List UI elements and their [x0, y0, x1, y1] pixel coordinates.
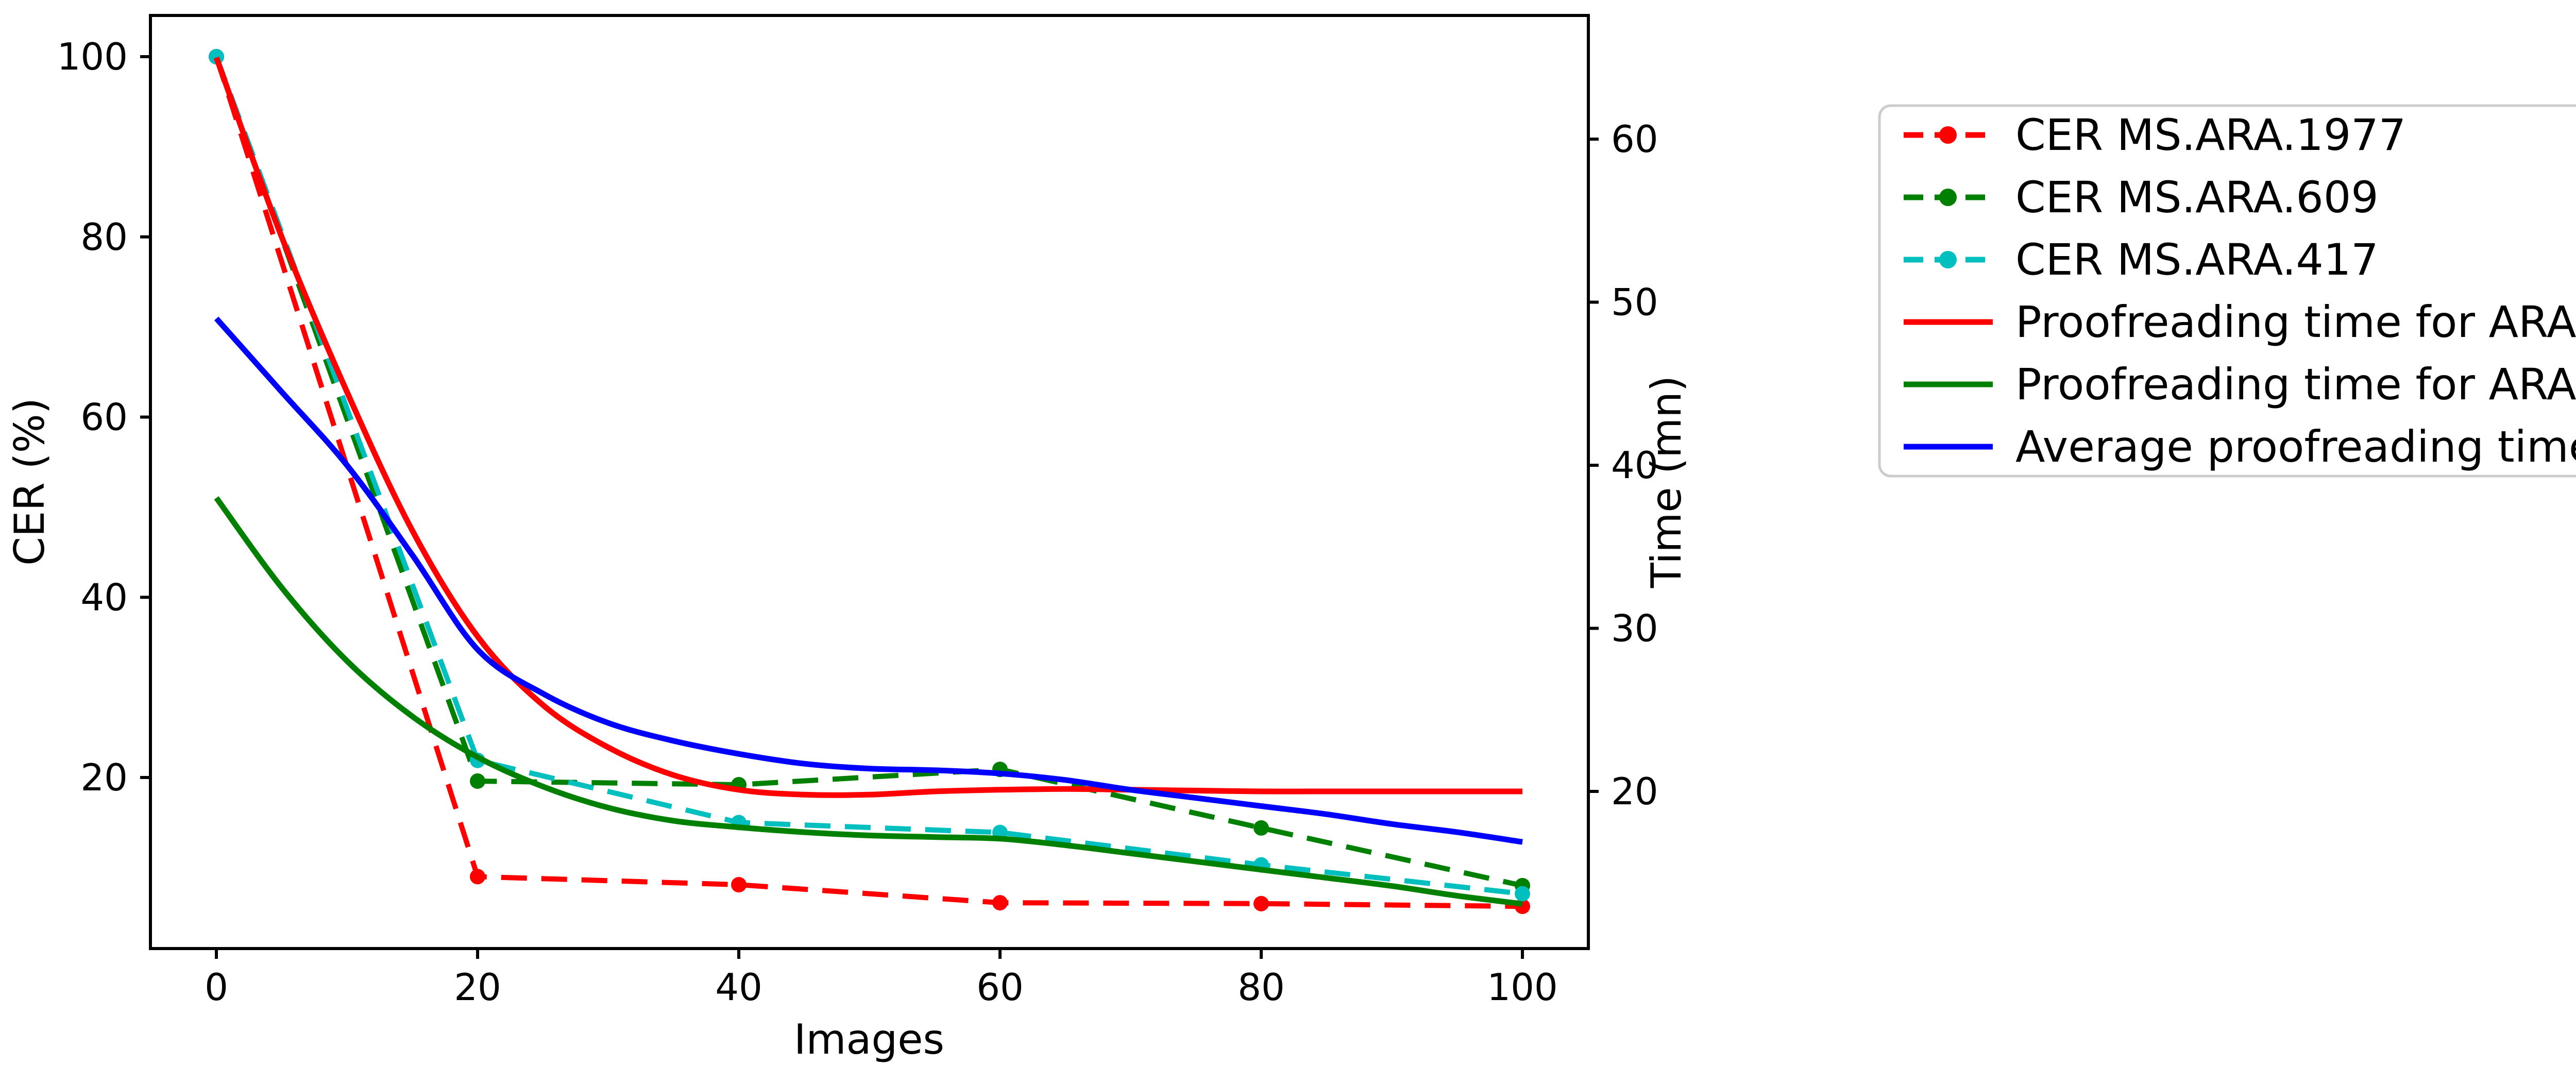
series-line-cer-ms-ara-1977: [214, 56, 1523, 909]
legend-sample-marker: [1939, 189, 1957, 206]
legend: CER MS.ARA.1977 CER MS.ARA.609 CER MS.ARA.…: [1878, 104, 2576, 478]
y-right-tick-label: 40: [1611, 444, 1658, 487]
series-line-cer-ms-ara-609: [214, 56, 1523, 888]
x-axis-tick-label: 100: [1487, 966, 1557, 1009]
y-left-tick-label: 100: [57, 35, 128, 78]
y-right-tick-label: 20: [1611, 770, 1658, 813]
legend-item: Proofreading time for ARA.609: [1904, 359, 2576, 410]
series-layer: [209, 49, 1530, 915]
y-right-tick-label: 30: [1611, 607, 1658, 650]
y-right-tick-label: 50: [1611, 281, 1658, 324]
x-axis-tick-label: 20: [454, 966, 501, 1009]
series-marker-cer-ms-ara-1977: [992, 895, 1008, 911]
series-marker-cer-ms-ara-1977: [470, 869, 485, 885]
legend-item: Proofreading time for ARA.1977: [1904, 297, 2576, 347]
legend-sample-marker: [1939, 126, 1957, 144]
legend-item-label: CER MS.ARA.609: [2015, 172, 2379, 223]
x-axis-label: Images: [794, 1016, 944, 1063]
legend-item: Average proofreading time: [1904, 421, 2576, 472]
ticks-layer: 0 20 40 60 80 100 20 40 60 80 100 20 30 40 50 60: [57, 35, 1658, 1009]
y-axis-label-left: CER (%): [6, 398, 54, 566]
x-axis-tick-label: 0: [205, 966, 228, 1009]
series-line-cer-ms-ara-417: [214, 56, 1523, 897]
y-left-tick-label: 80: [80, 215, 128, 259]
y-axis-label-right: Time (mn): [1642, 376, 1690, 588]
series-marker-cer-ms-ara-609: [470, 773, 485, 789]
x-axis-tick-label: 40: [715, 966, 762, 1009]
legend-box: [1878, 104, 2576, 478]
series-line-proofreading-time-for-ara-609: [214, 496, 1523, 907]
legend-item: CER MS.ARA.417: [1904, 234, 2379, 285]
series-line-average-proofreading-time: [214, 316, 1523, 845]
x-axis-tick-label: 80: [1238, 966, 1285, 1009]
legend-sample-marker: [1939, 251, 1957, 268]
legend-item-label: Proofreading time for ARA.609: [2015, 359, 2576, 410]
legend-item: CER MS.ARA.609: [1904, 172, 2379, 223]
series-line-proofreading-time-for-ara-1977: [213, 56, 1522, 798]
legend-item-label: CER MS.ARA.1977: [2015, 110, 2406, 160]
legend-item: CER MS.ARA.1977: [1904, 110, 2406, 160]
series-marker-cer-ms-ara-417: [1515, 886, 1530, 902]
legend-item-label: Proofreading time for ARA.1977: [2015, 297, 2576, 347]
series-marker-cer-ms-ara-609: [1253, 820, 1269, 836]
y-left-tick-label: 40: [80, 576, 128, 619]
series-marker-cer-ms-ara-1977: [731, 877, 747, 893]
x-axis-tick-label: 60: [976, 966, 1024, 1009]
series-marker-cer-ms-ara-1977: [1253, 895, 1269, 911]
legend-item-label: Average proofreading time: [2015, 421, 2576, 472]
y-left-tick-label: 20: [80, 756, 128, 799]
legend-item-label: CER MS.ARA.417: [2015, 234, 2379, 285]
y-right-tick-label: 60: [1611, 117, 1658, 161]
plot-area: [149, 14, 1590, 950]
y-left-tick-label: 60: [80, 396, 128, 439]
